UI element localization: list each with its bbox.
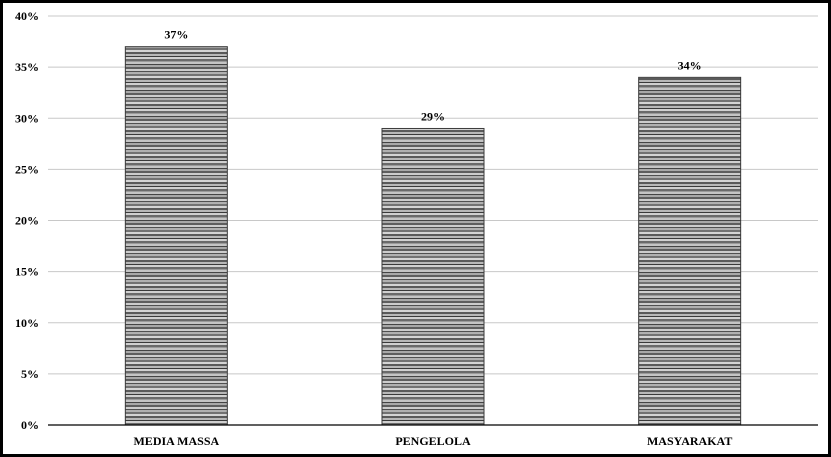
y-tick-label: 0% — [21, 418, 39, 432]
bar — [381, 127, 485, 426]
bar — [638, 76, 742, 426]
x-axis-labels: MEDIA MASSA PENGELOLA MASYARAKAT — [133, 434, 732, 448]
x-category-label: MASYARAKAT — [647, 434, 732, 448]
y-tick-label: 15% — [15, 265, 39, 279]
y-tick-label: 20% — [15, 214, 39, 228]
data-label: 34% — [678, 58, 702, 72]
x-category-label: PENGELOLA — [395, 434, 471, 448]
y-tick-label: 5% — [21, 367, 39, 381]
data-label: 29% — [421, 109, 445, 123]
y-tick-label: 25% — [15, 162, 39, 176]
data-labels: 37% 29% 34% — [164, 28, 701, 124]
y-tick-label: 40% — [15, 9, 39, 23]
y-tick-label: 35% — [15, 60, 39, 74]
y-axis-ticks: 0% 5% 10% 15% 20% 25% 30% 35% 40% — [15, 9, 39, 432]
y-tick-label: 30% — [15, 111, 39, 125]
y-tick-label: 10% — [15, 316, 39, 330]
bars — [124, 46, 742, 426]
bar — [124, 46, 228, 426]
x-category-label: MEDIA MASSA — [133, 434, 219, 448]
data-label: 37% — [164, 28, 188, 42]
